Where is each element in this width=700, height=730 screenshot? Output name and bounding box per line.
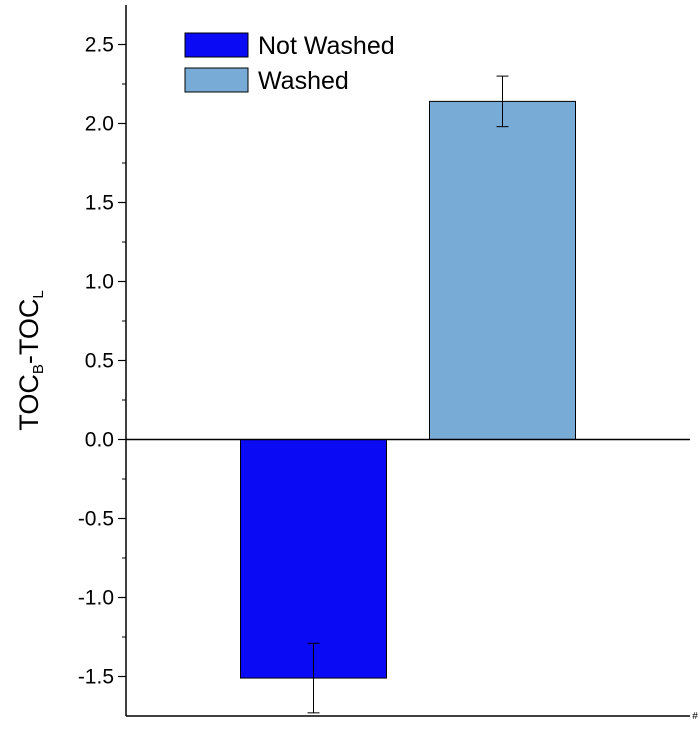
legend-label: Washed — [258, 67, 349, 95]
y-label-subscript: L — [30, 290, 47, 298]
y-label-subscript: B — [30, 364, 47, 374]
y-tick-label: -1.0 — [78, 587, 114, 610]
y-tick-label: 0.0 — [85, 429, 114, 452]
legend-swatch — [184, 67, 249, 93]
y-axis-label: TOCB-TOCL — [14, 290, 47, 430]
corner-mark: # — [692, 711, 698, 722]
y-tick-label: 1.0 — [85, 271, 114, 294]
y-tick-label: 2.5 — [85, 34, 114, 57]
error-bar — [307, 642, 320, 714]
y-tick-label: -1.5 — [78, 666, 114, 689]
y-label-part: TOC — [14, 374, 44, 431]
error-bar — [496, 75, 509, 128]
legend-swatch — [184, 32, 249, 58]
legend-label: Not Washed — [258, 32, 395, 60]
bar — [429, 100, 576, 440]
bar — [240, 439, 387, 679]
y-tick-label: 2.0 — [85, 113, 114, 136]
y-tick-label: 0.5 — [85, 350, 114, 373]
y-tick-label: -0.5 — [78, 508, 114, 531]
y-tick-label: 1.5 — [85, 192, 114, 215]
y-label-part: -TOC — [14, 299, 44, 365]
